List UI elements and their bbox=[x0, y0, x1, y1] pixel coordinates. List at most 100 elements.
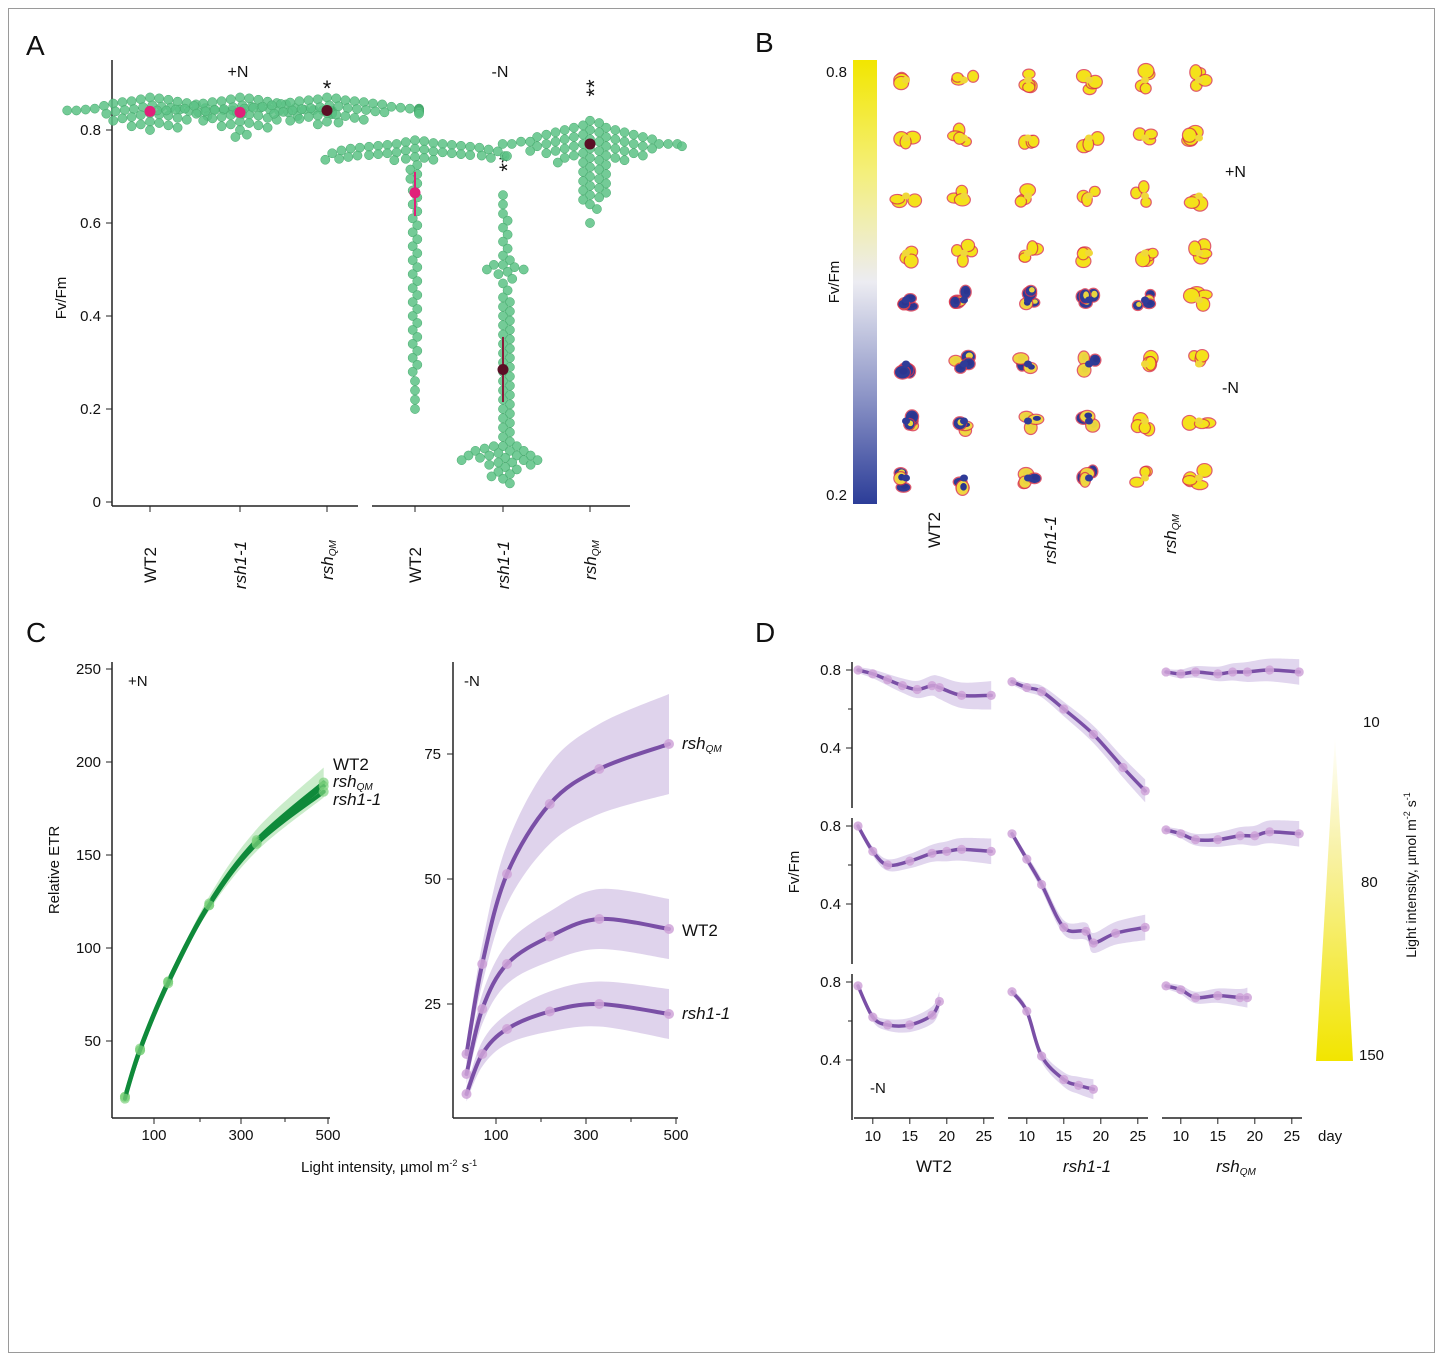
a-data-point bbox=[610, 153, 621, 163]
a-data-point bbox=[585, 199, 595, 210]
d-xtick: 20 bbox=[1092, 1128, 1109, 1145]
a-group-minusN: -N bbox=[492, 64, 509, 81]
a-data-point bbox=[163, 120, 174, 131]
d-x-unit: day bbox=[1318, 1128, 1343, 1145]
a-data-point bbox=[569, 141, 579, 152]
d-point bbox=[1088, 729, 1098, 739]
b-plant-image bbox=[1075, 409, 1101, 433]
panel-a: A Fv/Fm 0 0.2 0.4 0.6 0.8 WT2 rsh1-1 bbox=[26, 30, 687, 589]
a-data-point bbox=[412, 234, 423, 245]
svg-text:25: 25 bbox=[424, 996, 441, 1013]
panel-b: B 0.8 0.2 Fv/Fm +N -N WT2 rsh1-1 rshQM bbox=[755, 27, 1246, 564]
a-data-point bbox=[407, 241, 418, 252]
a-data-point bbox=[412, 359, 423, 370]
c-left-label-rsh11: rsh1-1 bbox=[333, 790, 381, 809]
a-ytick-0: 0 bbox=[93, 494, 101, 511]
b-plant-image bbox=[1076, 464, 1099, 488]
a-data-point bbox=[470, 446, 481, 456]
d-point bbox=[1191, 993, 1201, 1003]
b-plant-image bbox=[1075, 287, 1101, 310]
c-left-label-wt2: WT2 bbox=[333, 755, 369, 774]
c-left-point bbox=[204, 900, 215, 911]
b-plant-image bbox=[950, 238, 979, 268]
a-data-point bbox=[619, 146, 630, 156]
a-data-point bbox=[216, 112, 227, 122]
a-data-point bbox=[446, 148, 457, 159]
panel-c-letter: C bbox=[26, 617, 46, 648]
d-point bbox=[1213, 669, 1223, 679]
c-right-label-rshqm: rshQM bbox=[682, 734, 722, 755]
d-legend-tick-80: 80 bbox=[1361, 874, 1378, 891]
a-data-point bbox=[110, 106, 121, 117]
a-data-point bbox=[303, 112, 314, 122]
a-ytick-0.8: 0.8 bbox=[80, 122, 101, 139]
d-point bbox=[1176, 985, 1186, 995]
d-xtick: 20 bbox=[1246, 1128, 1263, 1145]
c-right-point bbox=[594, 914, 605, 924]
c-right-point bbox=[544, 1006, 555, 1017]
a-data-point bbox=[407, 353, 418, 363]
a-data-point bbox=[253, 110, 264, 121]
d-xtick: 15 bbox=[1209, 1128, 1226, 1145]
a-data-point bbox=[518, 455, 529, 465]
a-data-point bbox=[550, 146, 561, 156]
a-data-point bbox=[594, 192, 605, 203]
c-right-point bbox=[664, 1009, 674, 1019]
a-data-point bbox=[498, 236, 508, 247]
a-data-point bbox=[456, 140, 466, 151]
a-data-point bbox=[244, 93, 255, 104]
d-ytick: 0.8 bbox=[820, 818, 841, 835]
d-point bbox=[897, 681, 908, 691]
a-xtick-rsh11-minusN: rsh1-1 bbox=[494, 541, 513, 589]
c-left-plot bbox=[119, 767, 329, 1104]
a-data-point bbox=[578, 194, 588, 205]
a-data-point bbox=[505, 255, 515, 266]
a-data-point bbox=[412, 346, 423, 356]
c-right-point bbox=[461, 1069, 472, 1079]
a-data-point bbox=[294, 113, 305, 124]
b-plant-image bbox=[1018, 68, 1038, 94]
d-point bbox=[927, 681, 937, 691]
b-plant-image bbox=[902, 409, 920, 432]
d-point bbox=[1118, 762, 1128, 773]
a-data-point bbox=[327, 148, 338, 159]
a-data-point bbox=[479, 443, 490, 454]
a-data-point bbox=[80, 104, 91, 115]
b-plant-image bbox=[1181, 124, 1204, 147]
a-data-point bbox=[333, 101, 344, 112]
d-point bbox=[883, 675, 893, 685]
a-data-point bbox=[511, 450, 522, 461]
c-right-ribbon-rsh1-1 bbox=[466, 981, 669, 1102]
c-left-tag: +N bbox=[128, 673, 148, 690]
d-axes: 10 15 20 25 10 15 20 25 10 15 20 25 0.8 0.4 0.8 0.4 0.8 0… bbox=[820, 662, 1302, 1145]
c-right-point bbox=[664, 739, 674, 749]
a-data-point bbox=[407, 325, 418, 335]
c-left-label-rshqm: rshQM bbox=[333, 772, 373, 793]
a-data-point bbox=[502, 151, 512, 161]
a-data-point bbox=[108, 115, 119, 126]
a-data-point bbox=[343, 152, 354, 162]
c-xlabel: Light intensity, µmol m-2 s-1 bbox=[301, 1158, 477, 1176]
d-point bbox=[1059, 922, 1069, 933]
c-right-point bbox=[461, 1089, 472, 1099]
a-data-point bbox=[532, 455, 543, 465]
b-plant-image bbox=[1134, 62, 1156, 95]
a-data-point bbox=[497, 139, 508, 149]
a-data-point bbox=[373, 149, 384, 160]
a-data-point bbox=[400, 153, 411, 164]
a-data-point bbox=[410, 404, 420, 414]
b-plant-image bbox=[1019, 284, 1041, 311]
d-point bbox=[1022, 1006, 1032, 1016]
a-data-point bbox=[407, 311, 418, 321]
a-data-point bbox=[638, 141, 648, 152]
a-data-point bbox=[475, 452, 485, 463]
b-plant-image bbox=[947, 122, 973, 147]
b-plant-image bbox=[948, 284, 972, 309]
b-plant-image bbox=[1130, 180, 1152, 208]
a-data-point bbox=[412, 290, 423, 300]
d-ytick: 0.8 bbox=[820, 974, 841, 991]
a-data-point bbox=[482, 264, 492, 275]
panel-b-letter: B bbox=[755, 27, 774, 58]
b-plant-image bbox=[952, 416, 974, 437]
